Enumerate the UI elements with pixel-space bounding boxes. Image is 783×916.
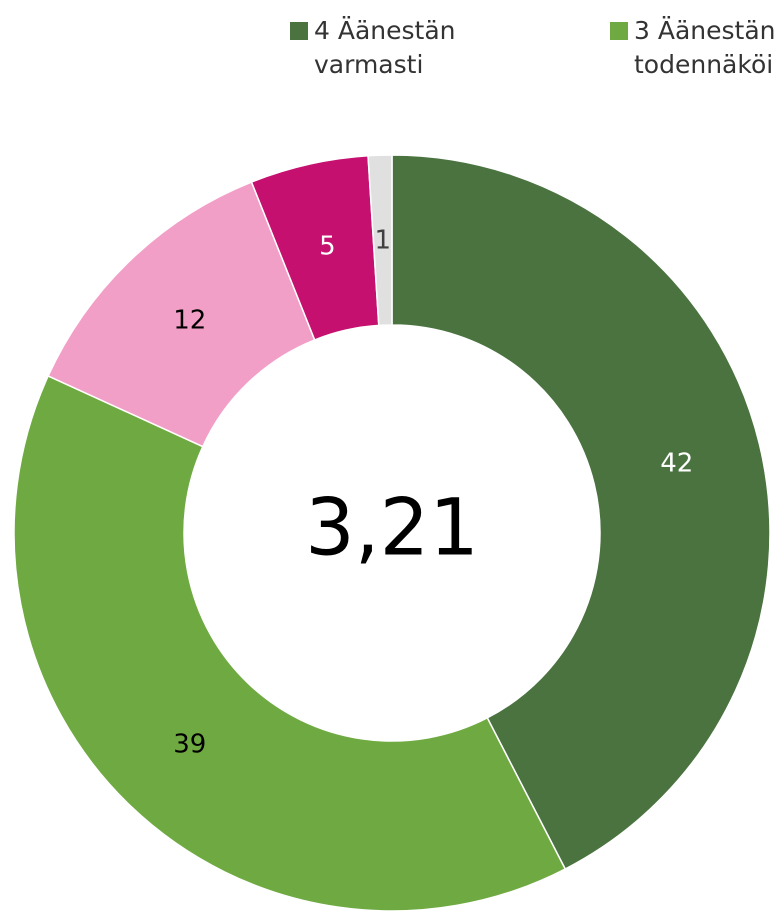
- legend-swatch: [610, 22, 628, 40]
- legend-item: 3 Äänestän todennäköi: [610, 14, 783, 82]
- data-label: 5: [319, 232, 336, 262]
- legend-item: 4 Äänestän varmasti: [290, 14, 464, 82]
- donut-slice: [13, 374, 567, 912]
- donut-slice: [391, 154, 771, 870]
- data-label: 1: [374, 226, 391, 256]
- legend-label: 3 Äänestän todennäköi: [634, 16, 776, 79]
- data-label: 42: [660, 448, 693, 478]
- data-label: 12: [173, 305, 206, 335]
- donut-slice: [367, 154, 393, 327]
- data-label: 39: [173, 730, 206, 760]
- legend-swatch: [290, 22, 308, 40]
- center-label: 3,21: [305, 483, 479, 573]
- legend-label: 4 Äänestän varmasti: [314, 16, 456, 79]
